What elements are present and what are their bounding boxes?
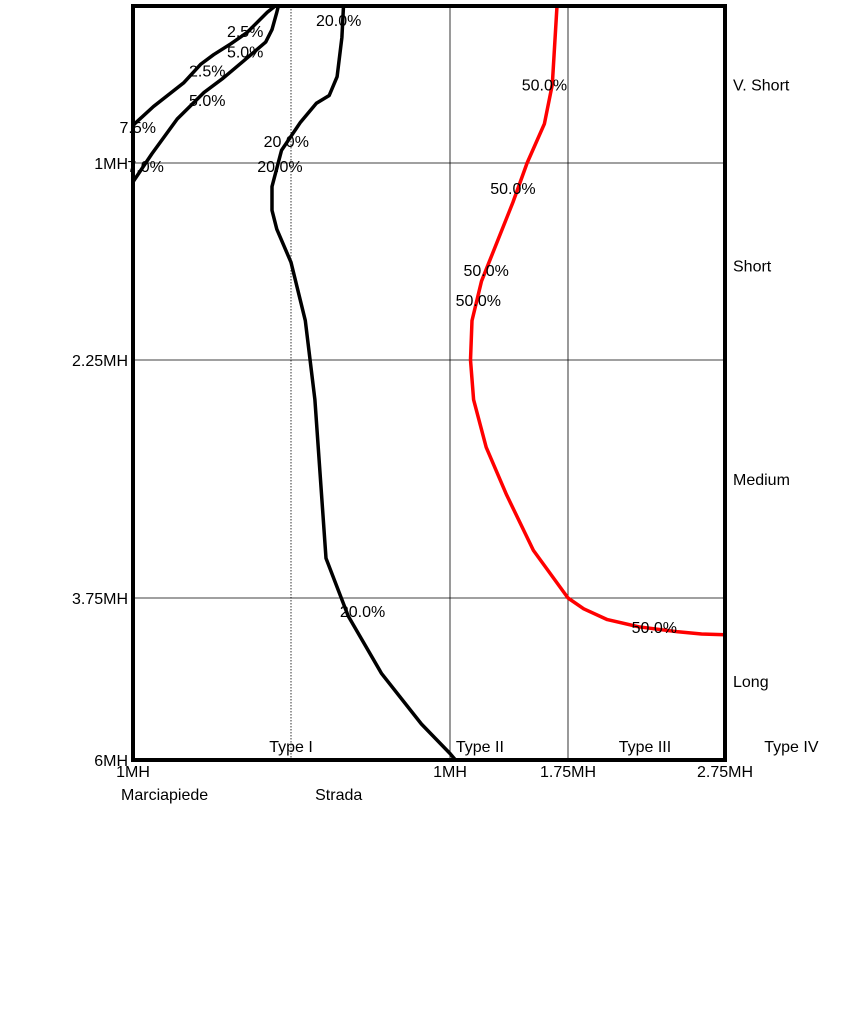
- type-label: Type I: [269, 739, 313, 756]
- range-label: Long: [733, 674, 769, 691]
- curve-value-label: 50.0%: [522, 78, 567, 95]
- x-tick-label: 1MH: [116, 764, 150, 781]
- curve-value-label: 2.5%: [189, 63, 225, 80]
- y-tick-label: 6MH: [94, 753, 128, 770]
- curve-value-label: 7.5%: [120, 120, 156, 137]
- curve-value-label: 7.0%: [127, 159, 163, 176]
- curve-value-label: 20.0%: [340, 604, 385, 621]
- x-tick-label: 1.75MH: [540, 764, 596, 781]
- series-layer: [133, 6, 725, 760]
- curve-value-label: 50.0%: [463, 263, 508, 280]
- series-line-4: [468, 6, 725, 637]
- curve-value-label: 5.0%: [189, 93, 225, 110]
- type-label: Type II: [456, 739, 504, 756]
- curve-value-label: 20.0%: [264, 134, 309, 151]
- x-region-label: Strada: [315, 787, 362, 804]
- curve-value-label: 2.5%: [227, 24, 263, 41]
- range-label: V. Short: [733, 78, 790, 95]
- curve-value-label: 20.0%: [257, 159, 302, 176]
- y-tick-label: 2.25MH: [72, 353, 128, 370]
- plot-frame: [131, 4, 727, 762]
- plot-border: [131, 4, 727, 762]
- x-tick-label: 2.75MH: [697, 764, 753, 781]
- curve-labels: 2.5% 2.5% 7.5% 5.0% 5.0% 7.0% 20.0% 20.0% 20.0% 2…: [120, 13, 678, 637]
- grid-lines: [133, 6, 725, 760]
- range-label: Medium: [733, 472, 790, 489]
- axis-labels: 1MH 1MH 1.75MH 2.75MH Marciapiede Strada 1MH 2.…: [72, 78, 819, 805]
- y-tick-label: 1MH: [94, 156, 128, 173]
- type-label: Type III: [619, 739, 671, 756]
- curve-value-label: 50.0%: [456, 293, 501, 310]
- curve-value-label: 5.0%: [227, 45, 263, 62]
- series-line-2: [133, 6, 281, 184]
- type-label: Type IV: [764, 739, 819, 756]
- curve-value-label: 50.0%: [490, 181, 535, 198]
- curve-value-label: 50.0%: [632, 620, 677, 637]
- series-line-1: [133, 6, 277, 128]
- x-region-label: Marciapiede: [121, 787, 208, 804]
- series-line-3: [270, 6, 458, 760]
- range-label: Short: [733, 258, 772, 275]
- y-tick-label: 3.75MH: [72, 591, 128, 608]
- x-tick-label: 1MH: [433, 764, 467, 781]
- curve-value-label: 20.0%: [316, 13, 361, 30]
